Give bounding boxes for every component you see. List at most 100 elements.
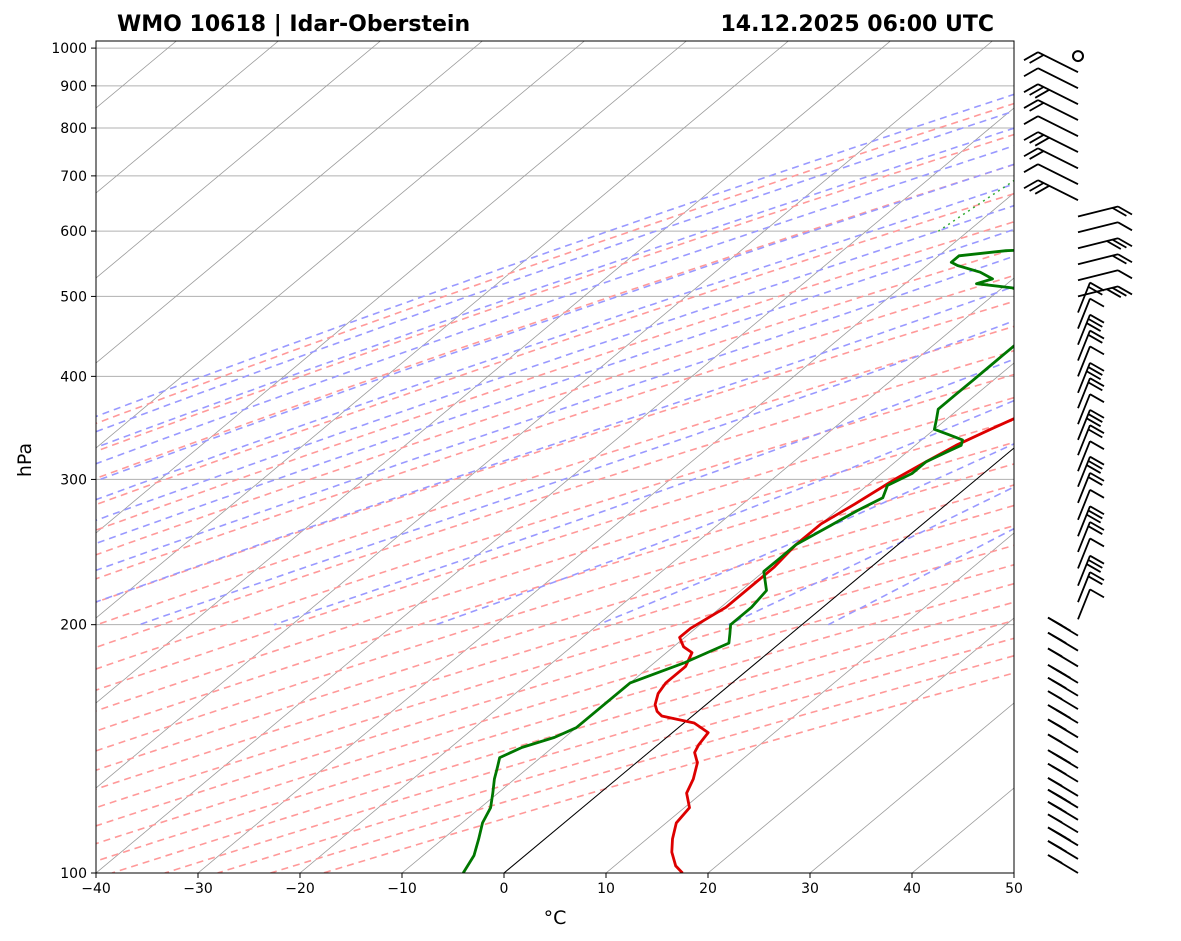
wind-barb: [1023, 67, 1079, 90]
y-tick-label: 300: [60, 472, 87, 488]
dewpoint-line: [462, 248, 1014, 873]
wind-barb-feather: [1089, 393, 1105, 403]
dry-adiabat-line: [96, 325, 1014, 626]
wind-barb-staff: [1037, 115, 1079, 137]
wind-barb-feather: [1087, 575, 1103, 586]
wind-barb-feather: [1055, 831, 1071, 842]
moist-adiabat-line: [96, 163, 1014, 482]
wind-barb-feather: [1089, 571, 1105, 581]
wind-barb-feather: [1051, 765, 1067, 776]
wind-barb: [1077, 554, 1105, 587]
wind-barb: [1047, 690, 1079, 710]
wind-barb-feather: [1047, 813, 1063, 824]
wind-barb: [1077, 313, 1105, 345]
wind-barb: [1077, 221, 1133, 234]
chart-title-station: WMO 10618 | Idar-Oberstein: [117, 12, 470, 37]
moist-adiabat-line: [96, 127, 1014, 449]
wind-barb-feather: [1089, 537, 1105, 548]
moist-adiabat-line: [96, 183, 1014, 501]
wind-barb: [1047, 840, 1079, 860]
wind-barb-staff: [1077, 221, 1119, 234]
wind-barb: [1077, 329, 1105, 361]
wind-barb-feather: [1055, 709, 1071, 719]
dry-adiabat-line: [96, 484, 1014, 772]
wind-barb-feather: [1029, 150, 1045, 160]
wind-barb: [1023, 51, 1079, 73]
wind-barb-feather: [1087, 525, 1103, 535]
wind-barb-staff: [1037, 51, 1079, 73]
wind-barb-staff: [1077, 269, 1119, 282]
wind-barb-feather: [1023, 51, 1039, 61]
wind-barb-feather: [1086, 513, 1102, 524]
wind-barb-feather: [1023, 67, 1039, 78]
dry-adiabat-line: [96, 163, 1014, 480]
mixing-ratio-line: [1122, 31, 1181, 232]
wind-barb: [1023, 131, 1079, 153]
wind-barb-feather: [1111, 254, 1127, 265]
y-tick-label: 1000: [51, 41, 87, 57]
wind-barb-staff: [1037, 147, 1079, 170]
wind-barb-feather: [1047, 733, 1063, 744]
wind-barb-feather: [1117, 221, 1133, 232]
wind-barb-feather: [1034, 185, 1050, 195]
isotherm-line: [197, 192, 1014, 873]
temperature-line: [653, 417, 1014, 873]
wind-barb: [1077, 345, 1105, 377]
wind-barb: [1023, 147, 1079, 170]
wind-barb: [1047, 854, 1079, 874]
isotherm-line: [299, 277, 1014, 873]
wind-barb-feather: [1087, 476, 1103, 486]
y-tick-label: 500: [60, 289, 87, 305]
wind-barb-feather: [1089, 313, 1105, 324]
wind-barb-feather: [1086, 464, 1102, 474]
wind-barb-feather: [1047, 854, 1063, 864]
wind-barb-feather: [1106, 288, 1122, 298]
wind-barb-staff: [1077, 489, 1091, 521]
wind-barb-feather: [1087, 559, 1103, 569]
wind-barb-staff: [1037, 163, 1079, 185]
wind-barb-staff: [1077, 237, 1119, 250]
wind-barb-feather: [1023, 83, 1039, 93]
mixing-ratio-line: [1173, 31, 1181, 232]
wind-barb-staff: [1037, 67, 1079, 90]
wind-barb-staff: [1077, 253, 1119, 266]
y-axis-label: hPa: [14, 443, 36, 477]
wind-barb: [1047, 664, 1079, 684]
wind-barb-feather: [1117, 285, 1133, 296]
plot-area: [96, 41, 1014, 873]
wind-barb: [1077, 472, 1105, 504]
wind-barb: [1077, 505, 1105, 537]
wind-barb: [1023, 163, 1079, 185]
wind-barb-feather: [1051, 842, 1067, 853]
wind-barb: [1077, 455, 1105, 487]
wind-barb-feather: [1023, 99, 1039, 109]
plot-frame: [95, 40, 1015, 874]
x-axis-label: °C: [544, 907, 567, 929]
moist-adiabat-line: [96, 144, 1014, 465]
wind-barb-feather: [1029, 86, 1045, 96]
wind-barb: [1077, 362, 1105, 394]
wind-barb-feather: [1047, 647, 1063, 658]
wind-barb-feather: [1029, 54, 1045, 64]
moist-adiabat-line: [96, 285, 1014, 603]
wind-barb-feather: [1089, 489, 1105, 499]
moist-adiabat-line: [96, 204, 1014, 522]
dry-adiabat-line: [96, 419, 1014, 712]
isotherm-line: [96, 41, 789, 619]
y-tick-label: 400: [60, 369, 87, 385]
wind-barb-feather: [1117, 237, 1133, 248]
x-tick-label: 50: [1005, 881, 1023, 897]
isotherm-line: [707, 617, 1014, 873]
wind-barb-staff: [1077, 440, 1091, 472]
wind-barb-feather: [1047, 777, 1063, 787]
wind-barb-feather: [1023, 115, 1039, 125]
wind-barb-staff: [1077, 589, 1091, 620]
wind-barb-feather: [1087, 460, 1103, 470]
wind-barb-feather: [1023, 131, 1039, 141]
wind-barb-feather: [1051, 803, 1067, 814]
wind-barb-feather: [1023, 163, 1039, 173]
wind-barb: [1023, 115, 1079, 137]
wind-barb-feather: [1111, 207, 1127, 217]
isotherm-line: [96, 41, 891, 704]
